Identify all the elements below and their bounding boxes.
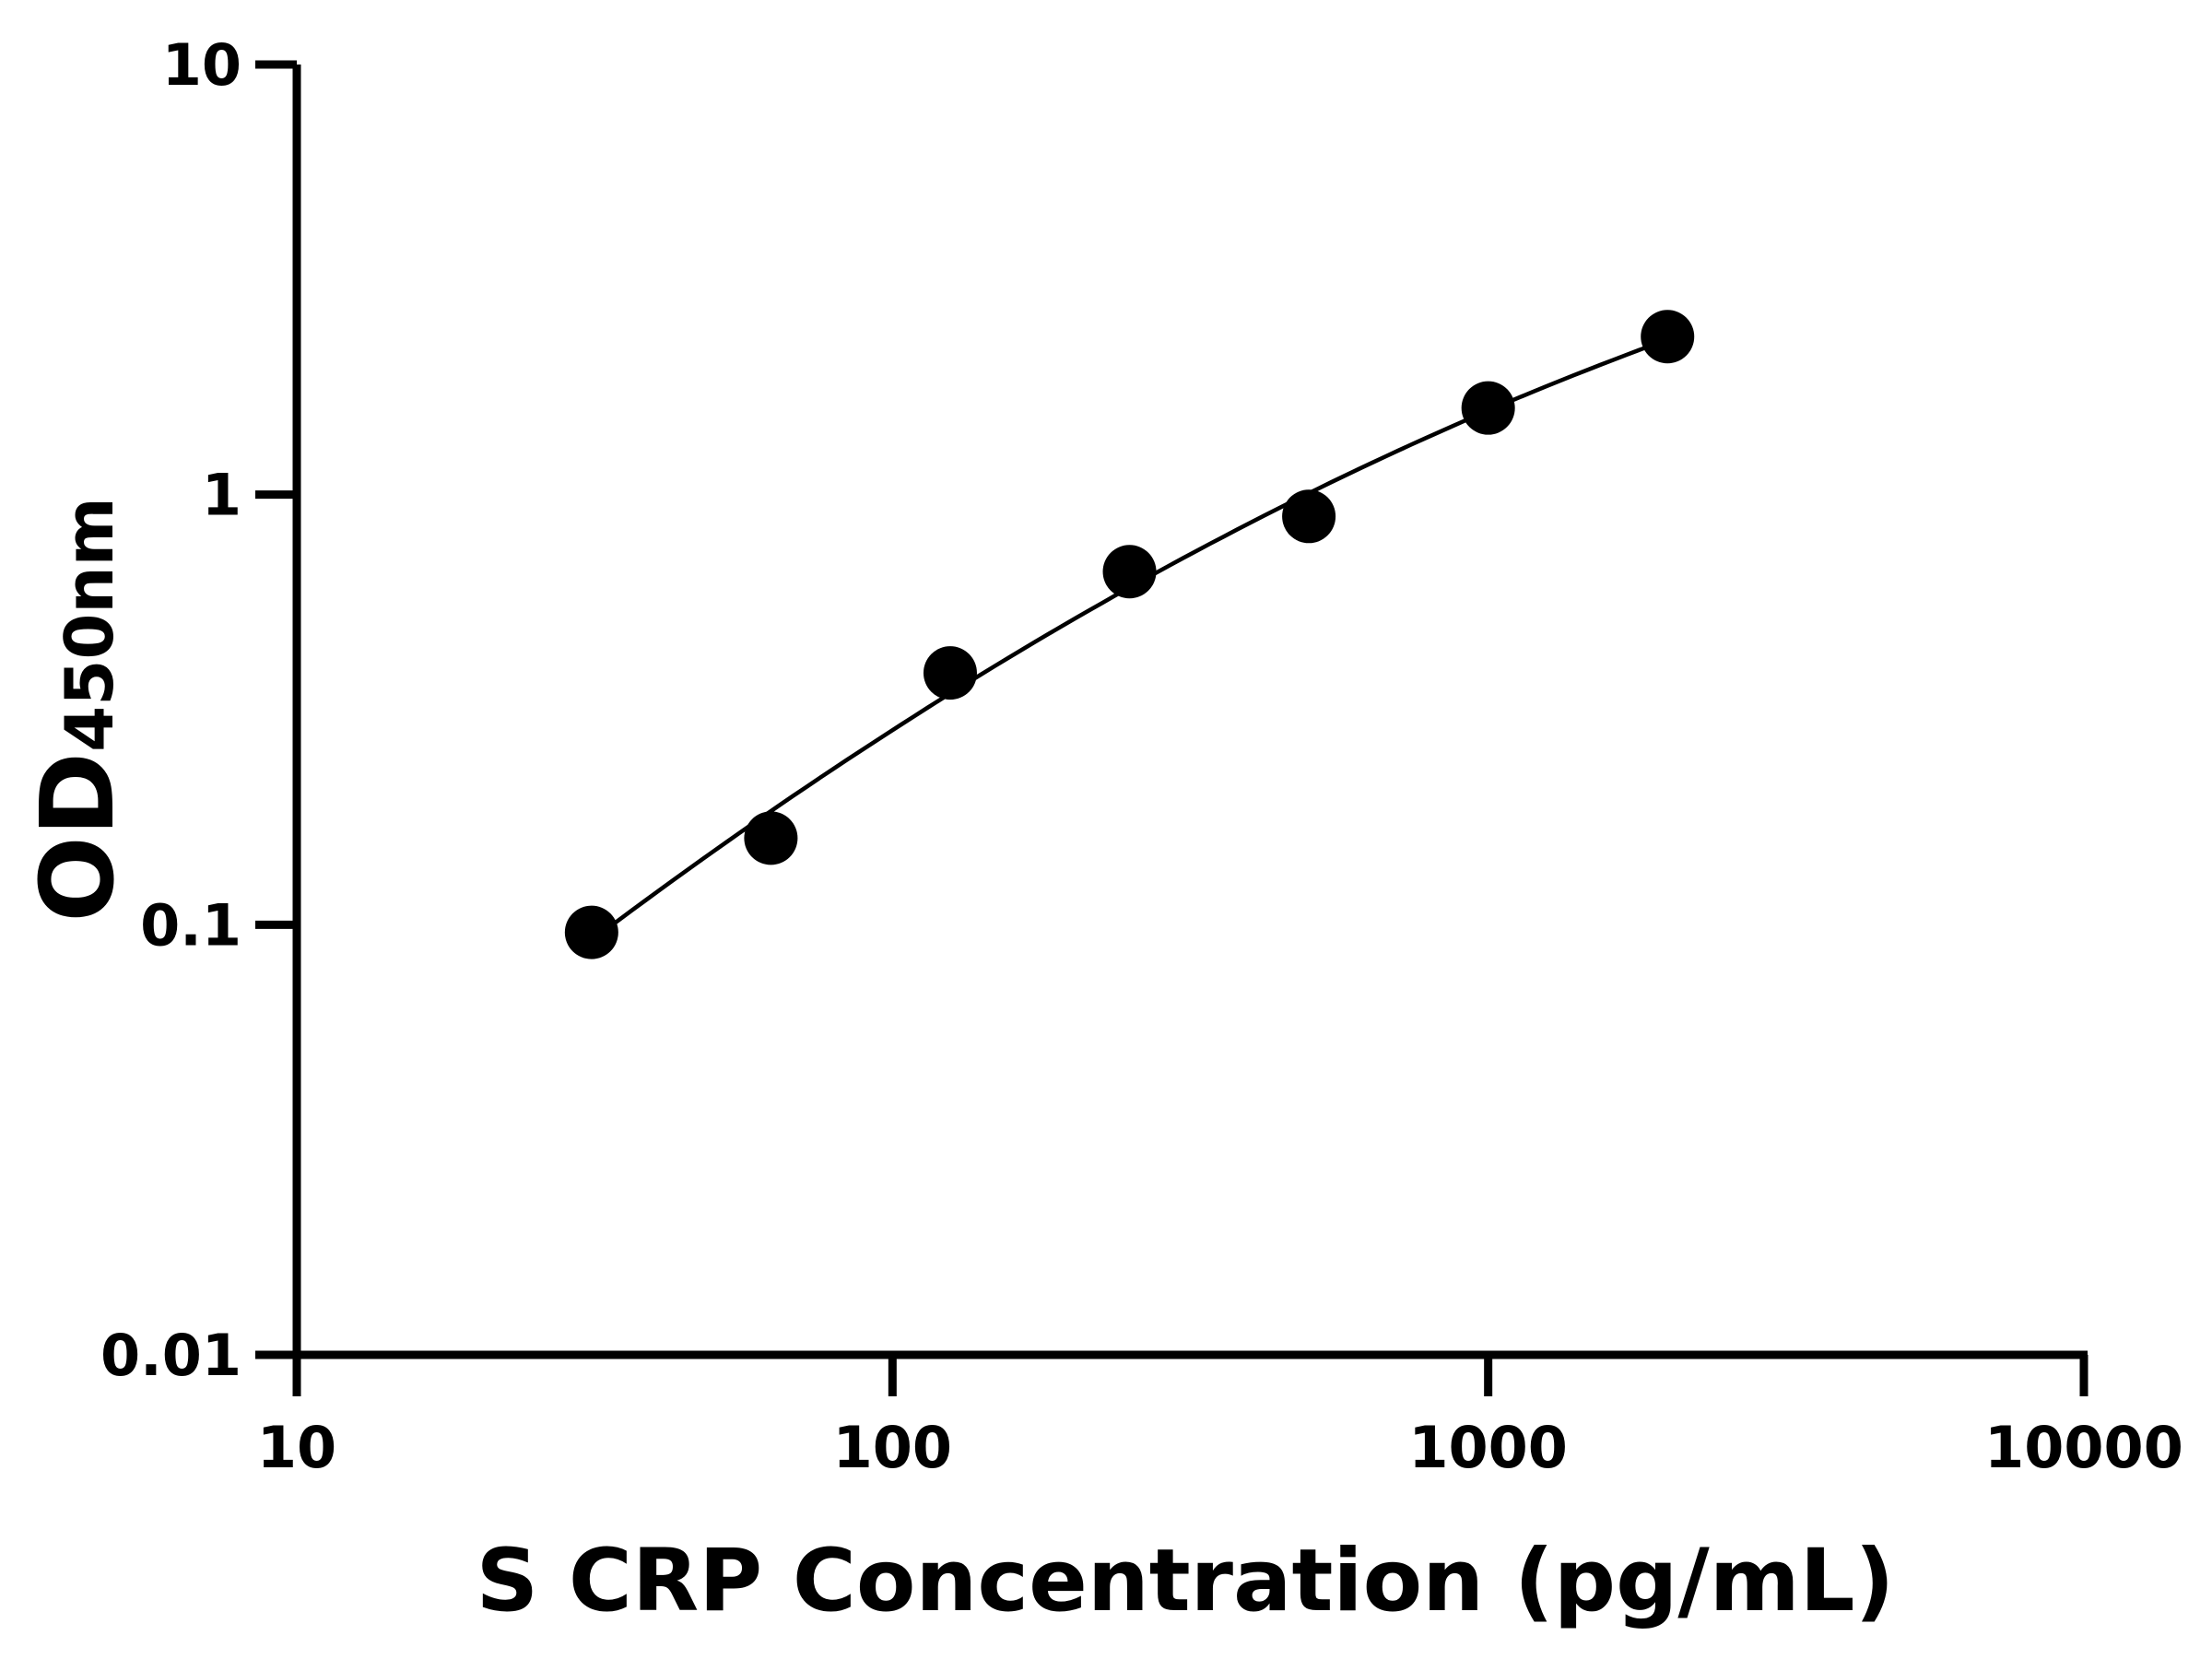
data-point [1461, 381, 1515, 435]
x-tick-label: 10 [257, 1414, 336, 1481]
data-point [744, 811, 798, 865]
x-tick-label: 1000 [1408, 1414, 1568, 1481]
x-tick-label: 10000 [1984, 1414, 2183, 1481]
y-axis-label-main: OD [18, 752, 136, 923]
y-tick-label: 0.1 [140, 891, 241, 959]
y-tick-label: 0.01 [100, 1322, 241, 1389]
y-tick-label: 1 [202, 462, 241, 529]
y-axis-label: OD450nm [18, 497, 136, 922]
data-point [923, 646, 977, 700]
axes [255, 60, 2088, 1396]
x-tick-label: 100 [833, 1414, 952, 1481]
data-point [1282, 489, 1336, 544]
y-tick-labels: 0.01 0.1 1 10 [100, 31, 241, 1389]
data-points [564, 310, 1695, 959]
data-point [564, 905, 618, 959]
x-axis-label: S CRP Concentration (pg/mL) [476, 1531, 1894, 1631]
y-axis-label-sub: 450nm [51, 497, 128, 752]
y-tick-label: 10 [162, 31, 241, 99]
data-point [1641, 310, 1695, 364]
data-point [1102, 545, 1157, 599]
x-tick-labels: 10 100 1000 10000 [257, 1414, 2183, 1481]
